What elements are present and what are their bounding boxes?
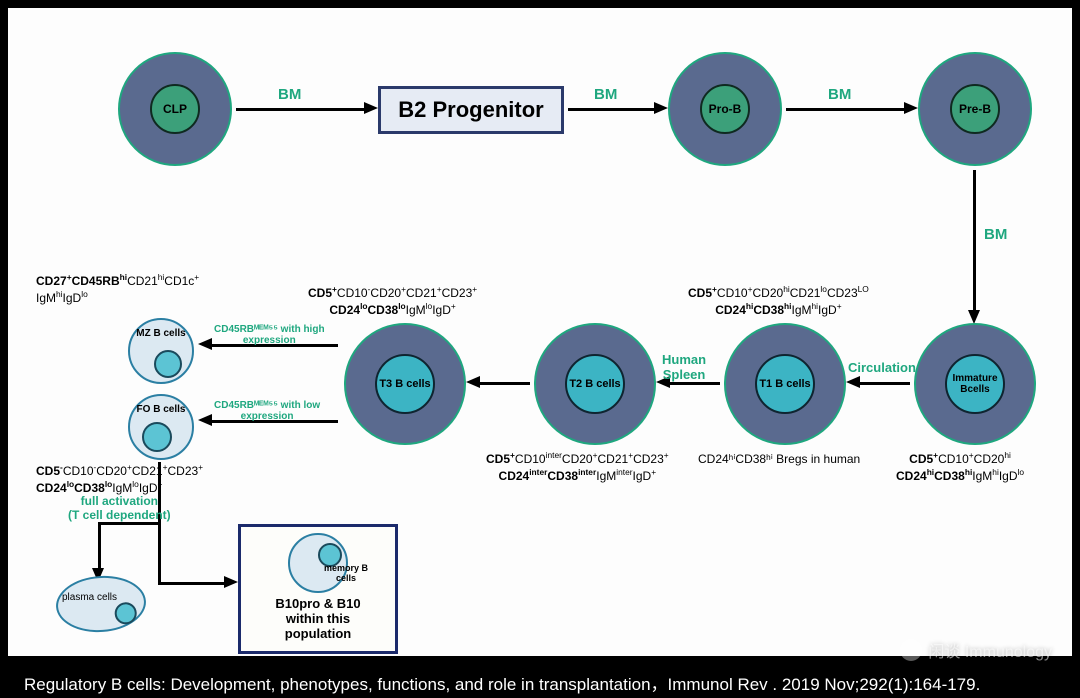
arrowhead-mem [224,576,238,588]
arrow-mem-h [158,582,224,585]
label-cd45rb-low: CD45RBᴹᴱᴹ⁵⁵ with low expression [214,400,320,422]
label-bm-4: BM [984,226,1007,243]
wechat-icon [900,639,922,661]
cell-t3: T3 B cells [344,323,466,445]
cell-clp: CLP [118,52,232,166]
cell-t1: T1 B cells [724,323,846,445]
marker-fo-act: full activation (T cell dependent) [68,494,171,522]
watermark: 闲谈 Immunology [900,638,1052,662]
arrowhead-clp-b2 [364,102,378,114]
arrowhead-t3-fo [198,414,212,426]
nucleus-plasma [114,602,137,625]
arrowhead-prob-preb [904,102,918,114]
marker-t2: CD5+CD10interCD20+CD21+CD23+CD24interCD3… [486,450,669,484]
label-mz: MZ B cells [130,328,192,339]
cell-mz: MZ B cells [128,318,194,384]
label-fo: FO B cells [130,404,192,415]
arrow-branch-h [98,522,161,525]
nucleus-prob: Pro-B [700,84,750,134]
arrow-plasma-v [98,522,101,568]
nucleus-mz [154,350,182,378]
arrow-b2-prob [568,108,654,111]
marker-imm: CD5+CD10+CD20hiCD24hiCD38hiIgMhiIgDlo [896,450,1024,484]
cell-prob: Pro-B [668,52,782,166]
box-memory: memory B cells B10pro & B10 within this … [238,524,398,654]
label-plasma: plasma cells [62,592,117,605]
nucleus-clp: CLP [150,84,200,134]
box-b2-progenitor: B2 Progenitor [378,86,564,134]
marker-t3: CD5+CD10-CD20+CD21+CD23+CD24loCD38loIgMl… [308,284,477,318]
arrow-imm-t1 [860,382,910,385]
arrow-preb-imm [973,170,976,310]
nucleus-t3: T3 B cells [375,354,435,414]
arrowhead-preb-imm [968,310,980,324]
arrow-mem-v [158,522,161,582]
nucleus-t2: T2 B cells [565,354,625,414]
marker-t1-top: CD5+CD10+CD20hiCD21loCD23LOCD24hiCD38hiI… [688,284,869,318]
marker-t1-bot: CD24ʰⁱCD38ʰⁱ Bregs in human [698,452,860,467]
arrow-t2-t3 [480,382,530,385]
marker-fo: CD5-CD10-CD20+CD21+CD23+CD24loCD38loIgMl… [36,462,203,496]
marker-mz: CD27+CD45RBhiCD21hiCD1c+IgMhiIgDlo [36,272,199,306]
arrowhead-t3-mz [198,338,212,350]
arrowhead-t2-t3 [466,376,480,388]
membox-text: B10pro & B10 within this population [241,597,395,642]
label-spleen: Human Spleen [662,352,706,382]
nucleus-t1: T1 B cells [755,354,815,414]
arrow-clp-b2 [236,108,364,111]
label-bm-1: BM [278,86,301,103]
arrowhead-imm-t1 [846,376,860,388]
label-memory: memory B cells [318,563,374,583]
nucleus-preb: Pre-B [950,84,1000,134]
arrow-t1-t2 [670,382,720,385]
cell-immature: Immature Bcells [914,323,1036,445]
arrow-prob-preb [786,108,904,111]
citation-bar: Regulatory B cells: Development, phenoty… [0,666,1080,698]
citation-text: Regulatory B cells: Development, phenoty… [24,670,980,695]
label-circulation: Circulation [848,360,916,375]
cell-memory: memory B cells [288,533,348,593]
cell-fo: FO B cells [128,394,194,460]
nucleus-immature: Immature Bcells [945,354,1005,414]
nucleus-fo [142,422,172,452]
label-cd45rb-high: CD45RBᴹᴱᴹ⁵⁵ with high expression [214,324,325,346]
label-bm-2: BM [594,86,617,103]
b2-label: B2 Progenitor [398,97,543,123]
label-bm-3: BM [828,86,851,103]
arrowhead-b2-prob [654,102,668,114]
diagram-canvas: CLP B2 Progenitor Pro-B Pre-B BM BM BM B… [6,6,1074,658]
cell-preb: Pre-B [918,52,1032,166]
cell-t2: T2 B cells [534,323,656,445]
watermark-text: 闲谈 Immunology [928,638,1052,662]
